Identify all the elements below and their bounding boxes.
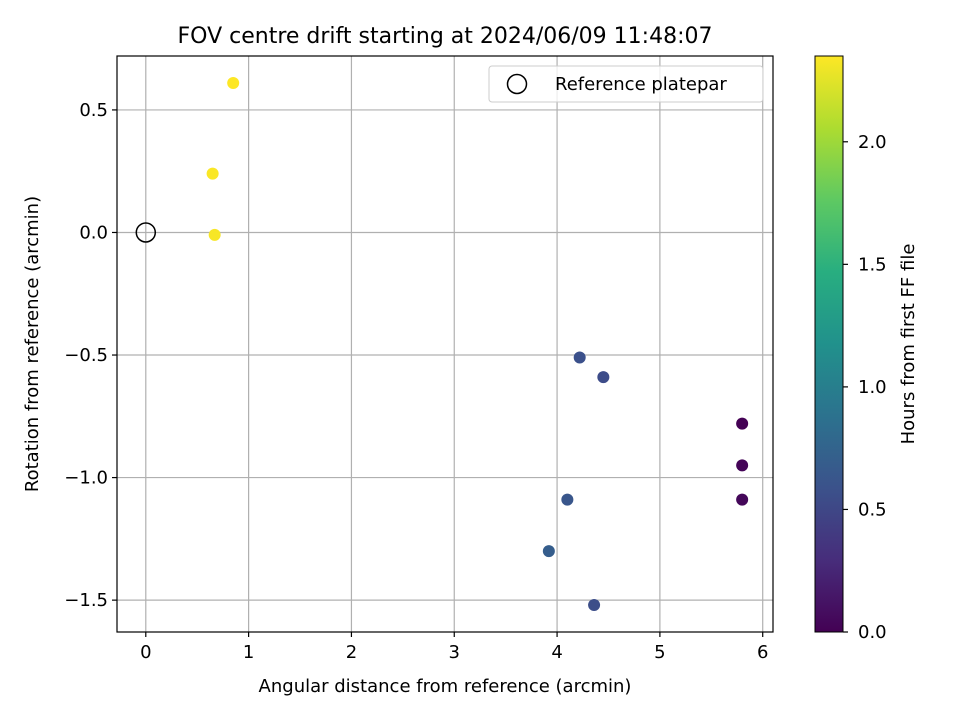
y-tick-label: 0.0: [79, 222, 108, 243]
legend-reference-marker: [506, 73, 528, 95]
data-point: [227, 76, 240, 89]
x-tick-label: 1: [243, 642, 254, 663]
data-point: [736, 417, 749, 430]
y-tick-label: −1.0: [64, 468, 108, 489]
colorbar-tick-label: 0.0: [858, 622, 887, 643]
legend-box: [488, 65, 764, 103]
colorbar-tick-label: 2.0: [858, 132, 887, 153]
y-tick-label: 0.5: [79, 100, 108, 121]
x-tick-label: 5: [654, 642, 665, 663]
legend-label: Reference platepar: [555, 74, 727, 95]
x-tick-label: 6: [757, 642, 768, 663]
data-point: [597, 371, 610, 384]
data-point: [573, 351, 586, 364]
data-points: [135, 76, 749, 612]
x-tick-label: 3: [449, 642, 460, 663]
plot-frame: [116, 55, 774, 633]
data-point: [208, 228, 221, 241]
data-point: [542, 545, 555, 558]
colorbar-label: Hours from first FF file: [898, 244, 919, 445]
data-point: [736, 459, 749, 472]
colorbar-tick-label: 0.5: [858, 499, 887, 520]
chart-title: FOV centre drift starting at 2024/06/09 …: [178, 24, 713, 49]
x-axis-ticks: 0 1 2 3 4 5 6: [140, 632, 768, 663]
y-axis-label: Rotation from reference (arcmin): [22, 196, 43, 492]
y-tick-label: −1.5: [64, 590, 108, 611]
colorbar-gradient: [814, 55, 844, 633]
colorbar-tick-label: 1.5: [858, 254, 887, 275]
y-tick-label: −0.5: [64, 345, 108, 366]
colorbar: 0.0 0.5 1.0 1.5 2.0 Hours from first FF file: [814, 55, 919, 643]
x-axis-label: Angular distance from reference (arcmin): [259, 676, 632, 697]
data-point: [561, 493, 574, 506]
data-point: [736, 493, 749, 506]
data-point: [206, 167, 219, 180]
legend: Reference platepar: [488, 65, 764, 103]
y-axis-ticks: 0.5 0.0 −0.5 −1.0 −1.5: [64, 100, 117, 611]
grid-lines: [117, 56, 773, 632]
data-point: [588, 599, 601, 612]
colorbar-tick-label: 1.0: [858, 377, 887, 398]
x-tick-label: 4: [551, 642, 562, 663]
colorbar-ticks: 0.0 0.5 1.0 1.5 2.0: [843, 132, 887, 643]
x-tick-label: 0: [140, 642, 151, 663]
reference-platepar-marker: [135, 222, 157, 243]
x-tick-label: 2: [346, 642, 357, 663]
